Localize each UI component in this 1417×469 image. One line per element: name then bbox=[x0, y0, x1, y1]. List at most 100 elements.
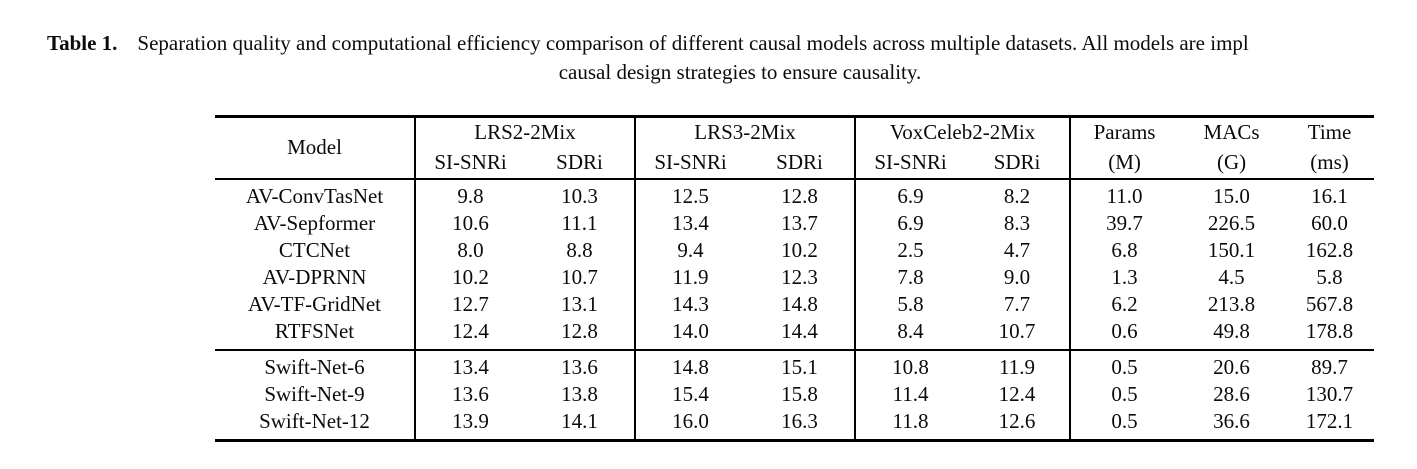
cell-value: 5.8 bbox=[897, 291, 924, 316]
cell-value: 11.4 bbox=[892, 381, 929, 406]
cell-value: 14.8 bbox=[745, 290, 857, 318]
cell-value: 10.6 bbox=[452, 210, 489, 235]
cell-value: 16.3 bbox=[745, 407, 857, 440]
cell-value: 12.8 bbox=[525, 317, 637, 350]
header-macs: MACs bbox=[1203, 120, 1260, 145]
cell-value: 13.9 bbox=[452, 408, 489, 433]
cell-value: 10.7 bbox=[525, 263, 637, 291]
table-row: Swift-Net-12 13.9 14.1 16.0 16.3 11.8 12.6 0.5 3… bbox=[215, 407, 1374, 440]
cell-value: 12.4 bbox=[965, 380, 1072, 408]
cell-value: 213.8 bbox=[1207, 291, 1256, 316]
header-vox-sisnri: SI-SNRi bbox=[874, 150, 947, 174]
cell-model: Swift-Net-12 bbox=[215, 407, 416, 440]
cell-value: 0.6 bbox=[1111, 318, 1138, 343]
cell-value: 8.3 bbox=[965, 209, 1072, 237]
cell-value: 567.8 bbox=[1305, 291, 1354, 316]
cell-value: 162.8 bbox=[1305, 237, 1354, 262]
cell-value: 11.0 bbox=[1106, 183, 1143, 208]
table-caption-text: Separation quality and computational eff… bbox=[137, 31, 1249, 55]
cell-model: AV-TF-GridNet bbox=[215, 290, 416, 318]
table-row: RTFSNet 12.4 12.8 14.0 14.4 8.4 10.7 0.6 49.8 178… bbox=[215, 317, 1374, 350]
header-sub-row: SI-SNRi SDRi SI-SNRi SDRi SI-SNRi SDRi (… bbox=[215, 147, 1374, 179]
cell-value: 10.2 bbox=[745, 236, 857, 264]
header-group-voxceleb2: VoxCeleb2-2Mix bbox=[855, 116, 1072, 148]
table-row: AV-TF-GridNet 12.7 13.1 14.3 14.8 5.8 7.7 6.2 21… bbox=[215, 290, 1374, 318]
cell-value: 60.0 bbox=[1311, 210, 1348, 235]
cell-value: 36.6 bbox=[1213, 408, 1250, 433]
cell-value: 6.8 bbox=[1111, 237, 1138, 262]
cell-value: 11.9 bbox=[672, 264, 709, 289]
cell-value: 13.7 bbox=[745, 209, 857, 237]
header-time-unit: (ms) bbox=[1310, 150, 1349, 174]
table-row: Swift-Net-9 13.6 13.8 15.4 15.8 11.4 12.4 0.5 28… bbox=[215, 380, 1374, 408]
cell-value: 130.7 bbox=[1305, 381, 1354, 406]
cell-value: 11.1 bbox=[525, 209, 637, 237]
cell-value: 12.4 bbox=[452, 318, 489, 343]
header-lrs2-sdri: SDRi bbox=[525, 147, 637, 179]
cell-value: 4.5 bbox=[1218, 264, 1245, 289]
cell-value: 39.7 bbox=[1106, 210, 1143, 235]
cell-value: 13.8 bbox=[525, 380, 637, 408]
cell-value: 10.7 bbox=[965, 317, 1072, 350]
cell-model: AV-DPRNN bbox=[215, 263, 416, 291]
table-row: Swift-Net-6 13.4 13.6 14.8 15.1 10.8 11.9 0.5 20… bbox=[215, 349, 1374, 381]
cell-value: 12.3 bbox=[745, 263, 857, 291]
results-table: Model LRS2-2Mix LRS3-2Mix VoxCeleb2-2Mix… bbox=[215, 115, 1375, 442]
cell-model: CTCNet bbox=[215, 236, 416, 264]
cell-model: RTFSNet bbox=[215, 317, 416, 350]
cell-value: 12.8 bbox=[745, 178, 857, 210]
table-header: Model LRS2-2Mix LRS3-2Mix VoxCeleb2-2Mix… bbox=[215, 116, 1375, 179]
cell-value: 12.6 bbox=[965, 407, 1072, 440]
header-lrs3-sdri: SDRi bbox=[745, 147, 857, 179]
cell-value: 2.5 bbox=[897, 237, 924, 262]
cell-model: Swift-Net-9 bbox=[215, 380, 416, 408]
cell-value: 15.1 bbox=[745, 349, 857, 381]
table-body-baselines: AV-ConvTasNet 9.8 10.3 12.5 12.8 6.9 8.2 11.0 15… bbox=[215, 178, 1375, 350]
cell-model: Swift-Net-6 bbox=[215, 349, 416, 381]
cell-value: 8.8 bbox=[525, 236, 637, 264]
table-caption-line1: Table 1. Separation quality and computati… bbox=[47, 31, 1249, 56]
cell-value: 13.4 bbox=[672, 210, 709, 235]
cell-value: 13.1 bbox=[525, 290, 637, 318]
cell-value: 150.1 bbox=[1207, 237, 1256, 262]
cell-model: AV-ConvTasNet bbox=[215, 178, 416, 210]
cell-value: 6.2 bbox=[1111, 291, 1138, 316]
cell-value: 16.0 bbox=[672, 408, 709, 433]
cell-value: 6.9 bbox=[897, 210, 924, 235]
cell-value: 49.8 bbox=[1213, 318, 1250, 343]
cell-value: 7.7 bbox=[965, 290, 1072, 318]
header-macs-unit: (G) bbox=[1216, 150, 1247, 174]
header-group-row: Model LRS2-2Mix LRS3-2Mix VoxCeleb2-2Mix… bbox=[215, 116, 1374, 179]
cell-value: 15.8 bbox=[745, 380, 857, 408]
cell-value: 11.9 bbox=[965, 349, 1072, 381]
cell-value: 14.3 bbox=[672, 291, 709, 316]
header-vox-sdri: SDRi bbox=[965, 147, 1072, 179]
cell-value: 0.5 bbox=[1111, 354, 1138, 379]
cell-value: 89.7 bbox=[1311, 354, 1348, 379]
cell-value: 14.0 bbox=[672, 318, 709, 343]
table-row: AV-ConvTasNet 9.8 10.3 12.5 12.8 6.9 8.2 11.0 15… bbox=[215, 178, 1374, 210]
cell-value: 8.4 bbox=[897, 318, 924, 343]
cell-value: 14.4 bbox=[745, 317, 857, 350]
cell-value: 178.8 bbox=[1305, 318, 1354, 343]
cell-value: 15.4 bbox=[672, 381, 709, 406]
header-lrs3-sisnri: SI-SNRi bbox=[654, 150, 727, 174]
cell-value: 226.5 bbox=[1207, 210, 1256, 235]
cell-value: 172.1 bbox=[1305, 408, 1354, 433]
cell-value: 13.6 bbox=[525, 349, 637, 381]
table-row: AV-DPRNN 10.2 10.7 11.9 12.3 7.8 9.0 1.3 4.5 5.8 bbox=[215, 263, 1374, 291]
cell-value: 12.5 bbox=[672, 183, 709, 208]
cell-value: 0.5 bbox=[1111, 408, 1138, 433]
cell-value: 0.5 bbox=[1111, 381, 1138, 406]
cell-value: 10.2 bbox=[452, 264, 489, 289]
cell-value: 5.8 bbox=[1316, 264, 1343, 289]
header-model: Model bbox=[215, 116, 416, 179]
cell-value: 20.6 bbox=[1213, 354, 1250, 379]
cell-value: 28.6 bbox=[1213, 381, 1250, 406]
header-group-lrs3: LRS3-2Mix bbox=[635, 116, 857, 148]
cell-value: 12.7 bbox=[452, 291, 489, 316]
cell-value: 11.8 bbox=[892, 408, 929, 433]
cell-value: 10.3 bbox=[525, 178, 637, 210]
table-caption-line2: causal design strategies to ensure causa… bbox=[558, 60, 922, 84]
table-body-ours: Swift-Net-6 13.4 13.6 14.8 15.1 10.8 11.9 0.5 20… bbox=[215, 349, 1374, 440]
